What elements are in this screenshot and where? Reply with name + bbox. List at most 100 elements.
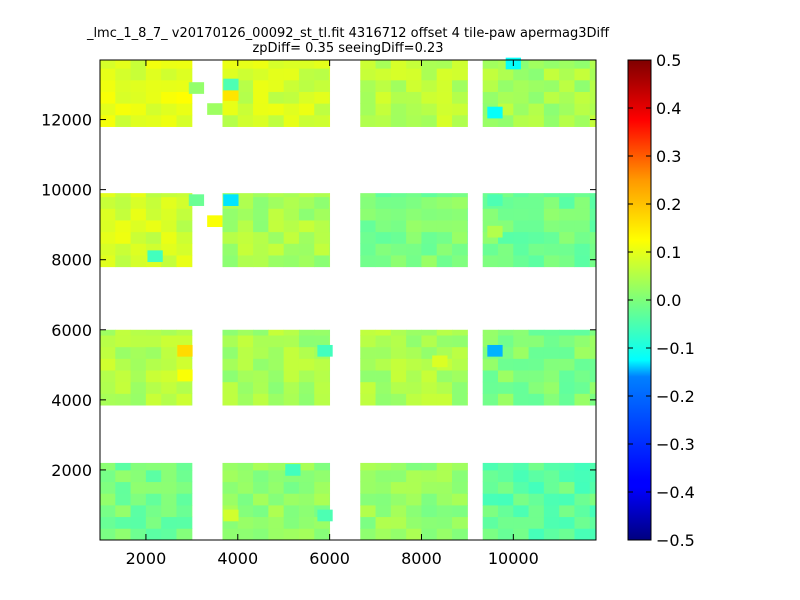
heatmap-cell [298,60,315,69]
heatmap-cell [130,329,147,336]
y-tick-label: 2000 [51,461,92,480]
heatmap-cell [298,103,315,116]
heatmap-cell [161,208,177,221]
heatmap-cell [375,243,392,256]
heatmap-cell [390,481,407,494]
heatmap-cell [543,193,560,198]
heatmap-cell [559,79,575,92]
heatmap-cell [559,381,575,394]
heatmap-cell [574,193,591,198]
heatmap-cell [406,79,422,92]
heatmap-cell [421,114,438,127]
heatmap-cell [375,231,392,244]
heatmap-cell [222,220,239,233]
heatmap-cell [314,68,330,81]
heatmap-cell [268,504,285,518]
heatmap-cell [100,516,116,529]
heatmap-cell [222,381,239,394]
heatmap-cell [452,329,468,336]
heatmap-cell [528,370,545,383]
heatmap-cell [283,114,300,127]
heatmap-cell [406,68,422,81]
y-tick-label: 4000 [51,391,92,410]
heatmap-cell [390,329,407,336]
heatmap-cell [100,79,116,92]
heatmap-cell [161,196,177,209]
heatmap-cell [375,381,392,394]
heatmap-cell [283,196,300,209]
heatmap-cell [436,504,453,518]
colorbar-tick-label: 0.3 [656,147,681,166]
heatmap-cell [222,346,239,359]
heatmap-cell [283,60,300,69]
heatmap-cell [283,193,300,198]
heatmap-cell [390,462,407,471]
heatmap-cell [100,335,116,348]
heatmap-cell [574,220,591,233]
heatmap-cell [589,91,597,104]
heatmap-cell [543,481,560,494]
heatmap-cell [161,528,177,541]
heatmap-cell [543,462,560,471]
heatmap-cell [222,243,239,256]
heatmap-cell [497,358,514,371]
heatmap-cell [268,493,285,506]
heatmap-cell [161,103,177,116]
heatmap-cell [406,255,422,268]
heatmap-cell [176,255,193,268]
heatmap-cell [528,335,545,348]
heatmap-cell [268,103,285,116]
heatmap-cell [513,79,529,92]
heatmap-cell [390,220,407,233]
heatmap-cell [176,91,193,104]
heatmap-cell [543,329,560,336]
heatmap-cell [497,504,514,518]
heatmap-cell [543,208,560,221]
heatmap-cell [115,68,131,81]
heatmap-cell [589,68,597,81]
x-tick-label: 4000 [217,549,258,568]
heatmap-cell [390,346,407,359]
heatmap-cell-outlier [188,82,205,94]
heatmap-cell [574,504,591,518]
heatmap-cell [130,243,147,256]
heatmap-cell [452,516,468,529]
heatmap-cell [176,528,193,541]
heatmap-cell [482,481,499,494]
heatmap-cell [559,358,575,371]
heatmap-cell [253,193,269,198]
heatmap-cell [298,231,315,244]
heatmap-cell [115,481,131,494]
heatmap-cell [237,91,254,104]
heatmap-cell [528,329,545,336]
heatmap-cell [283,243,300,256]
heatmap-cell [253,196,269,209]
heatmap-cell [222,469,239,483]
heatmap-cell [268,193,285,198]
plot-frame [99,59,597,541]
heatmap-cell [298,393,315,406]
heatmap-cell-outlier [147,250,163,263]
heatmap-cell [421,335,438,348]
heatmap-cell [574,335,591,348]
heatmap-cell [375,493,392,506]
heatmap-cell [406,91,422,104]
heatmap-cell [268,393,285,406]
heatmap-cell [360,208,376,221]
heatmap-cell [513,381,529,394]
heatmap-cell [314,196,330,209]
heatmap-cell [237,193,254,198]
heatmap-cell [360,381,376,394]
heatmap-cell [253,469,269,483]
heatmap-cell [528,469,545,483]
heatmap-cell [145,504,162,518]
heatmap-cell [406,193,422,198]
heatmap-cell [253,370,269,383]
heatmap-cell [421,243,438,256]
heatmap-cell [130,493,147,506]
heatmap-cell [268,68,285,81]
heatmap-cell [360,462,376,471]
heatmap-cell [528,220,545,233]
heatmap-cell [268,381,285,394]
y-tick-label: 6000 [51,321,92,340]
